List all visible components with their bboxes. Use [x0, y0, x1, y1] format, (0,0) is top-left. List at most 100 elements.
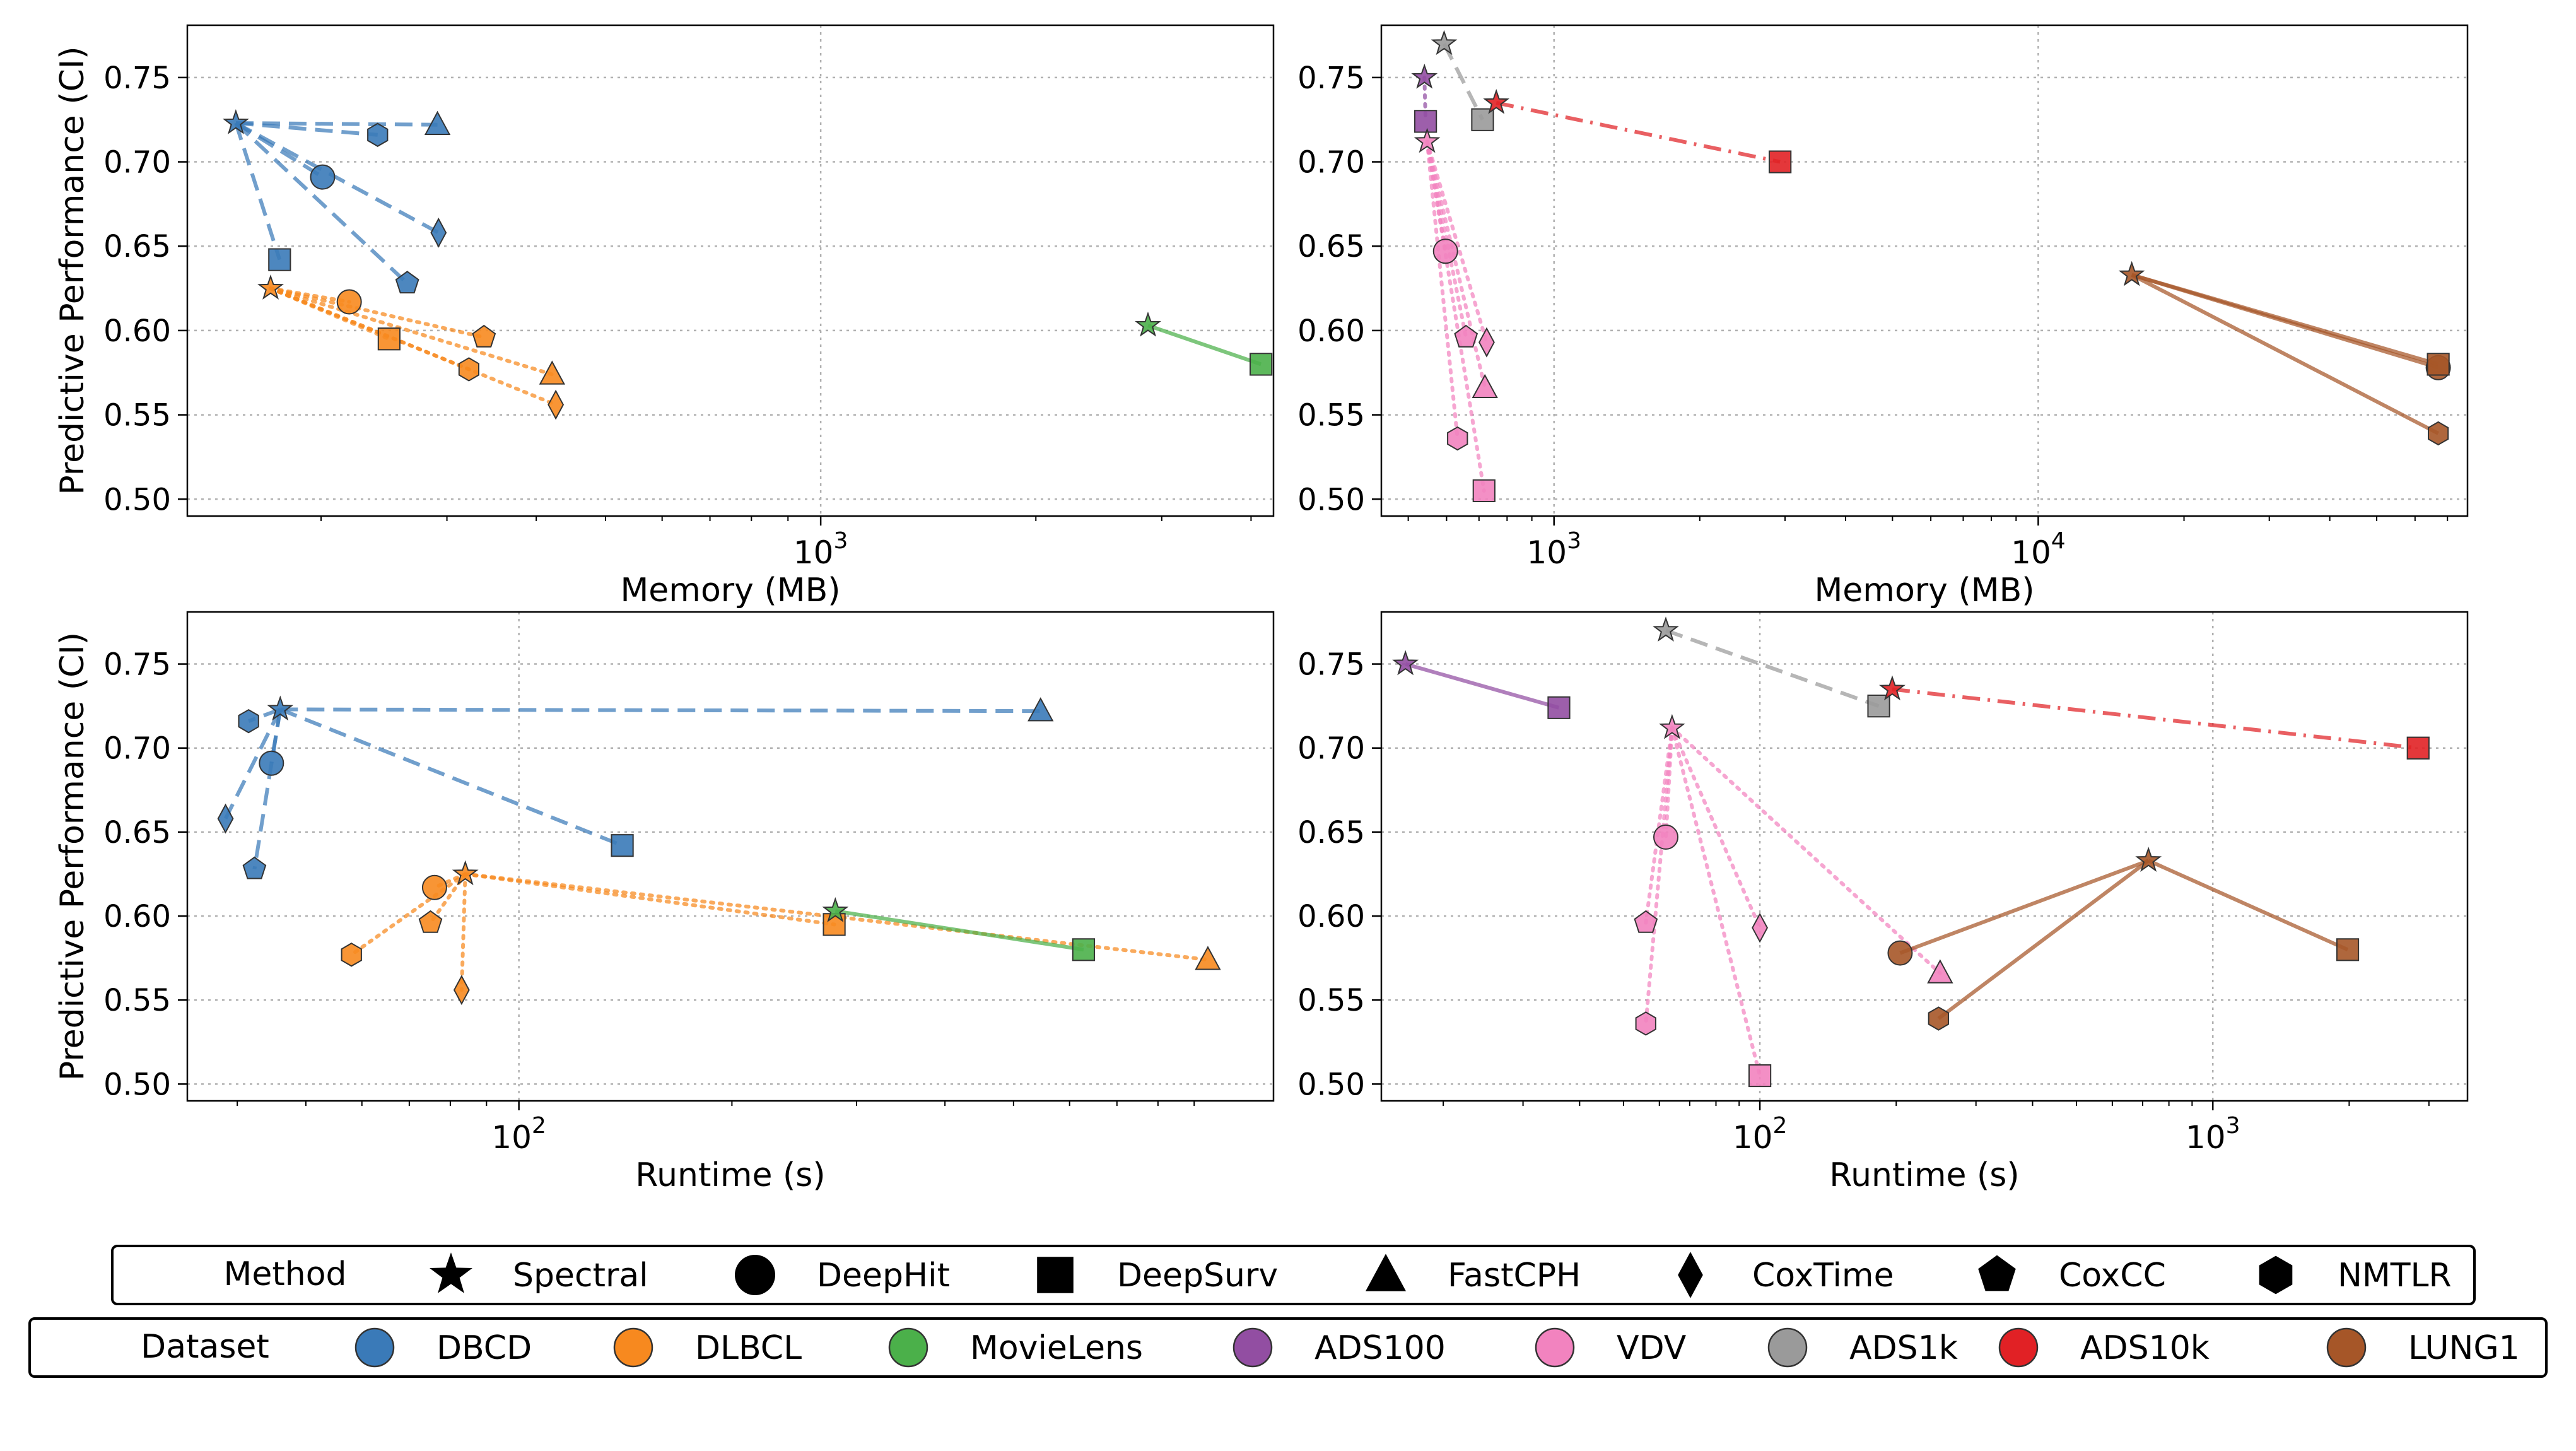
y-tick-label: 0.55: [1297, 398, 1365, 433]
legend-method-label: CoxCC: [2059, 1257, 2166, 1295]
point-dlbcl-coxtime: [547, 389, 565, 420]
y-tick-label: 0.50: [103, 1067, 171, 1102]
point-dbcd-coxtime: [217, 803, 234, 834]
dataset-legend-box: [28, 1317, 2548, 1378]
x-axis-label: Memory (MB): [1814, 572, 2034, 609]
x-axis-label: Runtime (s): [1829, 1156, 2019, 1194]
method-legend-box: [111, 1245, 2476, 1305]
x-axis-label: Memory (MB): [620, 572, 840, 609]
axes-frame: [1380, 24, 2469, 517]
y-tick-label: 0.65: [103, 229, 171, 264]
legend-dataset-label: ADS1k: [1849, 1329, 1958, 1367]
legend-circle-icon: [354, 1327, 395, 1368]
legend-dataset-label: ADS10k: [2080, 1329, 2210, 1367]
point-vdv-spectral: [1659, 714, 1685, 739]
point-vdv-deepsurv: [1472, 479, 1496, 502]
legend-circle-icon: [735, 1255, 775, 1295]
line-ads10k-deepsurv: [1892, 687, 2419, 750]
point-dbcd-coxcc: [395, 271, 419, 294]
point-dbcd-deepsurv: [268, 248, 291, 271]
x-tick-label: 104: [2011, 528, 2066, 571]
y-tick-label: 0.55: [103, 398, 171, 433]
x-axis-label: Runtime (s): [635, 1156, 825, 1194]
x-tick-label: 102: [491, 1113, 546, 1156]
point-dbcd-spectral: [223, 109, 249, 134]
point-dbcd-fastcph: [1027, 697, 1054, 722]
point-lung1-deepsurv: [2336, 938, 2360, 961]
point-dbcd-deepsurv: [611, 834, 634, 857]
point-ads100-deepsurv: [1547, 696, 1571, 719]
line-dbcd-coxtime: [235, 121, 440, 235]
line-vdv-coxtime: [1425, 139, 1489, 344]
legend-hexagon-icon: [2259, 1255, 2293, 1295]
point-vdv-fastcph: [1472, 373, 1498, 399]
line-dbcd-deepsurv: [279, 707, 623, 847]
point-dbcd-spectral: [267, 695, 294, 721]
axes-frame: [186, 611, 1275, 1102]
legend-star-icon: [430, 1252, 472, 1293]
method-legend-title: Method: [223, 1255, 346, 1293]
y-axis-label: Predictive Performance (CI): [54, 46, 91, 495]
legend-dataset-label: DBCD: [436, 1329, 532, 1367]
y-tick-label: 0.50: [103, 482, 171, 517]
y-tick-label: 0.70: [103, 731, 171, 767]
panel-runtime-right: 102 103 0.50 0.55 0.60 0.65 0.70 0.75 Runtime (s…: [1297, 611, 2469, 1194]
legend-circle-icon: [1232, 1327, 1273, 1368]
point-vdv-nmtlr: [1447, 426, 1468, 451]
point-lung1-spectral: [2118, 261, 2145, 286]
legend-method-label: DeepHit: [817, 1257, 950, 1295]
line-ads100-deepsurv: [1405, 662, 1560, 710]
line-dbcd-nmtlr: [235, 121, 378, 137]
legend-dataset-label: ADS100: [1314, 1329, 1446, 1367]
x-tick-label: 102: [1733, 1113, 1788, 1156]
line-lung1-deephit: [1899, 859, 2150, 955]
line-dbcd-coxtime: [223, 708, 282, 819]
point-dlbcl-fastcph: [539, 360, 566, 385]
point-ads10k-deepsurv: [1769, 150, 1792, 173]
legend-circle-icon: [1535, 1327, 1575, 1368]
line-ads1k-deepsurv: [1665, 628, 1880, 708]
line-lung1-nmtlr: [2131, 273, 2439, 435]
line-dbcd-fastcph: [280, 707, 1041, 714]
line-dlbcl-coxtime: [459, 872, 467, 992]
y-tick-label: 0.55: [1297, 983, 1365, 1018]
method-legend: Method Spectral DeepHit DeepSurv FastCPH CoxT…: [111, 1245, 2476, 1305]
point-ads100-spectral: [1411, 63, 1438, 89]
point-lung1-spectral: [2135, 847, 2162, 872]
point-ads10k-spectral: [1878, 675, 1906, 701]
point-ads1k-deepsurv: [1471, 108, 1494, 131]
line-dbcd-fastcph: [235, 121, 438, 127]
y-tick-label: 0.75: [1297, 647, 1365, 683]
point-vdv-spectral: [1414, 127, 1441, 153]
point-vdv-nmtlr: [1635, 1011, 1656, 1036]
axes-frame: [186, 24, 1275, 517]
line-dlbcl-nmtlr: [269, 286, 471, 372]
line-dlbcl-coxcc: [269, 286, 486, 339]
line-lung1-nmtlr: [1937, 859, 2150, 1020]
point-vdv-coxtime: [1478, 327, 1495, 358]
line-movielens-deepsurv: [834, 909, 1084, 952]
point-ads1k-deepsurv: [1867, 695, 1890, 718]
point-dbcd-nmtlr: [238, 708, 259, 734]
line-vdv-deepsurv: [1425, 139, 1486, 493]
dataset-legend: Dataset DBCD DLBCL MovieLens ADS100 VDV ADS1k A…: [28, 1317, 2548, 1378]
point-ads10k-spectral: [1483, 88, 1510, 114]
line-ads10k-deepsurv: [1496, 101, 1781, 164]
panel-memory-right: 103 104 0.50 0.55 0.60 0.65 0.70 0.75 Memory (MB…: [1297, 24, 2469, 609]
point-lung1-nmtlr: [1928, 1006, 1949, 1031]
x-tick-label: 103: [2186, 1113, 2240, 1156]
line-lung1-deepsurv: [2131, 273, 2439, 367]
point-vdv-deepsurv: [1748, 1064, 1772, 1088]
line-vdv-nmtlr: [1644, 726, 1674, 1026]
y-tick-label: 0.75: [103, 647, 171, 683]
y-tick-label: 0.65: [1297, 815, 1365, 850]
point-vdv-coxcc: [1634, 910, 1658, 933]
legend-method-label: FastCPH: [1448, 1257, 1581, 1295]
point-lung1-nmtlr: [2428, 421, 2449, 446]
point-dbcd-nmtlr: [367, 122, 389, 147]
point-lung1-deepsurv: [2427, 353, 2450, 376]
x-tick-label: 103: [793, 528, 848, 571]
point-movielens-deepsurv: [1072, 938, 1096, 961]
line-movielens-deepsurv: [1147, 324, 1262, 367]
